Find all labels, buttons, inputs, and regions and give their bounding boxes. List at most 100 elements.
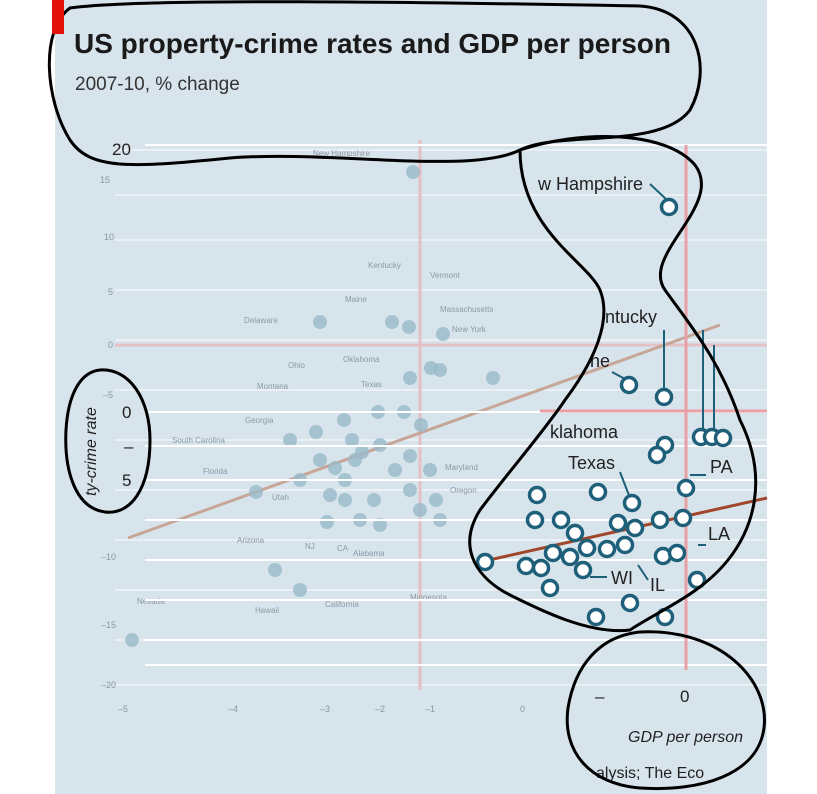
blur-label-20: Hawaii: [255, 606, 279, 615]
blur-label-8: Oklahoma: [343, 355, 380, 364]
x-axis-label: GDP per person: [628, 729, 743, 746]
scatter-point-1: [619, 375, 639, 395]
blur-label-19: Nevada: [137, 597, 165, 606]
scatter-point-4: [647, 445, 667, 465]
scatter-point-26: [531, 558, 551, 578]
scatter-point-13: [551, 510, 571, 530]
scatter-point-29: [667, 543, 687, 563]
scatter-point-2: [654, 387, 674, 407]
point-label-8: IL: [650, 575, 665, 595]
y-axis-label: ty-crime rate: [83, 407, 100, 496]
blur-marker-17: [337, 413, 351, 427]
blur-marker-35: [125, 633, 139, 647]
y-tick-minus: –: [124, 437, 134, 456]
blur-marker-36: [348, 453, 362, 467]
blur-label-4: Massachusetts: [440, 305, 493, 314]
blur-marker-25: [249, 485, 263, 499]
blur-marker-5: [403, 371, 417, 385]
x-tick-minus: –: [595, 687, 605, 706]
scatter-point-12: [525, 510, 545, 530]
scatter-point-7: [713, 428, 733, 448]
scatter-point-27: [573, 560, 593, 580]
scatter-point-16: [625, 518, 645, 538]
scatter-point-21: [577, 538, 597, 558]
scatter-point-17: [650, 510, 670, 530]
blur-label-0: New Hampshire: [313, 149, 370, 158]
blur-marker-8: [486, 371, 500, 385]
scatter-point-30: [540, 578, 560, 598]
point-label-7: WI: [611, 568, 633, 588]
blur-label-21: California: [325, 600, 359, 609]
blur-y-tick-3: 0: [108, 340, 113, 350]
scatter-point-8: [527, 485, 547, 505]
blur-x-tick-4: –1: [425, 704, 435, 714]
outline-xaxis: [565, 630, 766, 791]
blur-x-tick-5: 0: [520, 704, 525, 714]
scatter-point-10: [676, 478, 696, 498]
chart-title: US property-crime rates and GDP per pers…: [74, 28, 671, 59]
blur-label-14: Utah: [272, 493, 289, 502]
leader-4: [619, 471, 631, 499]
blur-marker-34: [293, 583, 307, 597]
scatter-point-18: [673, 508, 693, 528]
blur-marker-22: [367, 493, 381, 507]
outline-ylabel: [64, 368, 152, 514]
blur-label-13: Florida: [203, 467, 228, 476]
axis-ticks: 20 0 – 5 – 0: [112, 140, 689, 706]
blur-marker-2: [385, 315, 399, 329]
blur-marker-24: [429, 493, 443, 507]
blur-marker-3: [402, 320, 416, 334]
point-label-4: Texas: [568, 453, 615, 473]
blur-label-24: Oregon: [450, 486, 477, 495]
blur-marker-20: [423, 463, 437, 477]
blur-marker-33: [268, 563, 282, 577]
point-label-3: klahoma: [550, 422, 619, 442]
leader-0: [649, 183, 668, 201]
y-tick-0: 0: [122, 403, 131, 422]
y-tick-20: 20: [112, 140, 131, 159]
blur-label-1: Kentucky: [368, 261, 401, 270]
blur-y-tick-6: –15: [101, 620, 116, 630]
blur-label-10: Texas: [361, 380, 382, 389]
blur-y-tick-7: –20: [101, 680, 116, 690]
hand-drawn-outlines: [47, 0, 766, 791]
blur-label-18: Alabama: [353, 549, 385, 558]
blur-x-tick-1: –4: [228, 704, 238, 714]
x-tick-0: 0: [680, 687, 689, 706]
point-label-6: LA: [708, 524, 730, 544]
blur-marker-37: [388, 463, 402, 477]
blur-marker-7: [433, 363, 447, 377]
point-label-2: ne: [590, 351, 610, 371]
scatter-point-0: [659, 197, 679, 217]
blur-marker-0: [406, 165, 420, 179]
blur-marker-15: [283, 433, 297, 447]
blur-x-tick-3: –2: [375, 704, 385, 714]
scatter-point-32: [620, 593, 640, 613]
blur-label-9: Montana: [257, 382, 289, 391]
blur-label-3: Maine: [345, 295, 367, 304]
blur-marker-19: [403, 449, 417, 463]
scatter-point-15: [608, 513, 628, 533]
blur-label-2: Vermont: [430, 271, 461, 280]
point-label-0: w Hampshire: [537, 174, 643, 194]
scatter-point-23: [615, 535, 635, 555]
blur-label-6: Delaware: [244, 316, 278, 325]
blur-marker-30: [320, 515, 334, 529]
blur-marker-11: [414, 418, 428, 432]
scatter-point-9: [588, 482, 608, 502]
blur-label-23: Maryland: [445, 463, 478, 472]
scatter-point-14: [565, 523, 585, 543]
scatter-point-19: [543, 543, 563, 563]
blur-label-17: CA: [337, 544, 349, 553]
scatter-point-11: [622, 493, 642, 513]
zero-lines: [540, 145, 767, 670]
scatter-point-24: [475, 552, 495, 572]
point-labels: w Hampshire ntucky ne klahoma Texas PA LA WI IL: [537, 174, 733, 595]
outline-cluster: [468, 134, 758, 633]
y-tick-5: 5: [122, 471, 131, 490]
blur-x-tick-0: –5: [118, 704, 128, 714]
chart-subtitle: 2007-10, % change: [75, 74, 240, 95]
blur-marker-29: [373, 518, 387, 532]
